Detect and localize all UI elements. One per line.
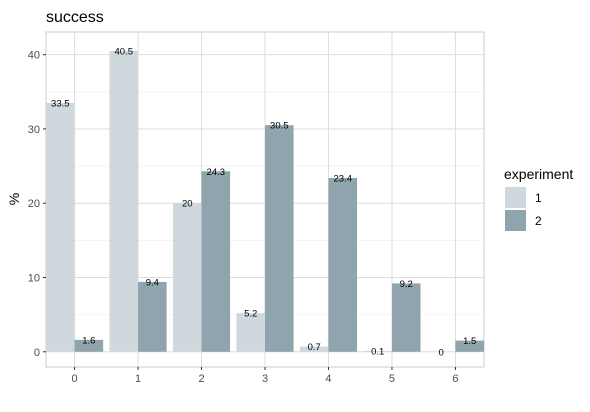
bar-exp1-cat2	[172, 203, 202, 352]
y-tick-label: 10	[28, 272, 40, 284]
x-axis: 0 1 2 3 4 5 6	[72, 367, 458, 385]
bar-exp1-cat1	[109, 50, 139, 352]
data-label-exp2-cat0: 1.6	[82, 335, 95, 346]
x-tick-label: 4	[325, 373, 331, 385]
y-tick-label: 30	[28, 124, 40, 136]
y-tick-label: 40	[28, 50, 40, 62]
data-label-exp1-cat1: 40.5	[115, 46, 134, 57]
bar-exp1-cat5	[363, 351, 392, 352]
data-label-exp2-cat5: 9.2	[400, 279, 413, 290]
data-label-exp1-cat5: 0.1	[371, 347, 384, 358]
bar-exp2-cat0	[74, 339, 104, 352]
y-axis: 0 10 20 30 40	[28, 50, 46, 359]
x-tick-label: 5	[389, 373, 395, 385]
legend-key-2	[505, 210, 526, 231]
y-tick-label: 20	[28, 198, 40, 210]
legend-title: experiment	[504, 166, 573, 182]
bar-exp2-cat6	[455, 340, 484, 352]
x-tick-label: 0	[72, 373, 78, 385]
data-labels: 33.5 40.5 20 5.2 0.7 0.1 0 1.6 9.4 24.3 30.5 23.4 9.…	[51, 46, 476, 358]
data-label-exp2-cat3: 30.5	[270, 121, 289, 132]
data-label-exp2-cat1: 9.4	[146, 277, 159, 288]
legend-key-1	[505, 187, 526, 208]
x-tick-label: 6	[452, 373, 458, 385]
data-label-exp2-cat4: 23.4	[334, 173, 353, 184]
bar-exp1-cat0	[46, 102, 75, 352]
legend: experiment 1 2	[504, 166, 573, 231]
data-label-exp1-cat6: 0	[439, 347, 444, 358]
x-tick-label: 2	[198, 373, 204, 385]
y-axis-label: %	[6, 193, 22, 205]
chart-title: success	[46, 9, 104, 26]
bars	[46, 50, 484, 352]
bar-exp2-cat4	[328, 177, 358, 352]
legend-label-2: 2	[535, 214, 542, 228]
data-label-exp2-cat2: 24.3	[207, 167, 226, 178]
data-label-exp1-cat0: 33.5	[51, 98, 70, 109]
bar-exp2-cat5	[391, 283, 421, 352]
data-label-exp1-cat3: 5.2	[244, 309, 257, 320]
bar-exp1-cat4	[299, 346, 329, 352]
y-tick-label: 0	[34, 347, 40, 359]
x-tick-label: 1	[135, 373, 141, 385]
x-tick-label: 3	[262, 373, 268, 385]
bar-exp2-cat3	[265, 125, 294, 352]
legend-label-1: 1	[535, 191, 542, 205]
data-label-exp1-cat2: 20	[182, 199, 193, 210]
bar-exp2-cat2	[201, 171, 231, 352]
data-label-exp1-cat4: 0.7	[308, 342, 321, 353]
bar-exp2-cat1	[138, 281, 167, 352]
data-label-exp2-cat6: 1.5	[463, 336, 476, 347]
bar-exp1-cat3	[236, 313, 265, 352]
